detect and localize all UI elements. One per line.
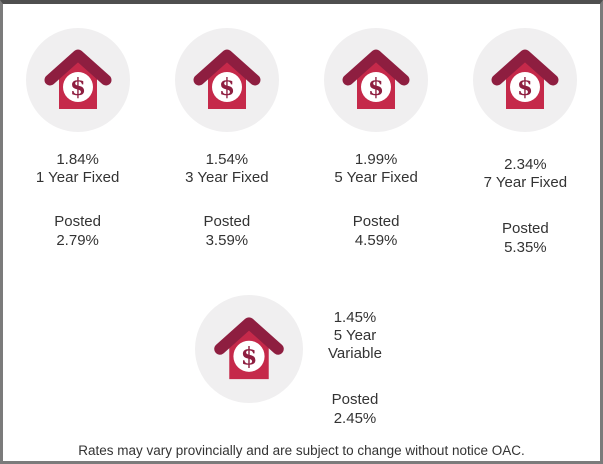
house-dollar-icon: $ bbox=[174, 28, 279, 132]
posted-rate-value: 4.59% bbox=[354, 232, 398, 249]
house-roof bbox=[491, 49, 559, 86]
house-dollar-icon: $ bbox=[473, 28, 578, 132]
dollar-sign-icon: $ bbox=[368, 74, 384, 101]
house-dollar-icon: $ bbox=[25, 28, 130, 132]
posted-block: Posted 2.45% bbox=[328, 390, 382, 428]
posted-label: Posted bbox=[331, 391, 379, 408]
rate-value: 1.99% bbox=[354, 151, 398, 168]
house-dollar-icon: $ bbox=[324, 28, 429, 132]
rate-value: 1.84% bbox=[56, 151, 99, 168]
fixed-rates-row: $ 1.84% 1 Year Fixed Posted 2.79% $ bbox=[3, 28, 600, 257]
house-roof bbox=[44, 49, 112, 86]
variable-rate-row: $ 1.45% 5 Year Variable Posted 2.45% bbox=[3, 295, 600, 428]
rate-summary: 1.99% 5 Year Fixed bbox=[334, 151, 417, 187]
rate-card-3-year-fixed: $ 1.54% 3 Year Fixed Posted 3.59% bbox=[152, 28, 301, 257]
house-dollar-icon: $ bbox=[324, 28, 429, 132]
dollar-sign-icon: $ bbox=[517, 74, 533, 101]
rate-term: 3 Year Fixed bbox=[185, 169, 269, 186]
house-dollar-icon: $ bbox=[195, 295, 304, 403]
rate-term: 7 Year Fixed bbox=[483, 174, 568, 191]
house-dollar-icon: $ bbox=[174, 28, 279, 132]
posted-block: Posted 5.35% bbox=[502, 219, 549, 257]
rate-card-5-year-fixed: $ 1.99% 5 Year Fixed Posted 4.59% bbox=[302, 28, 451, 257]
dollar-badge-circle bbox=[233, 340, 265, 372]
house-roof bbox=[214, 317, 284, 355]
dollar-sign-icon: $ bbox=[70, 74, 86, 101]
disclaimer-text: Rates may vary provincially and are subj… bbox=[78, 443, 525, 458]
house-roof bbox=[193, 49, 261, 86]
posted-rate-value: 2.45% bbox=[333, 410, 377, 427]
dollar-badge-circle bbox=[211, 72, 242, 102]
house-dollar-icon: $ bbox=[195, 295, 304, 403]
variable-rate-summary: 1.45% 5 Year Variable Posted 2.45% bbox=[328, 309, 382, 428]
rate-value: 1.54% bbox=[205, 151, 249, 168]
house-dollar-icon: $ bbox=[473, 28, 578, 132]
dollar-badge-circle bbox=[510, 72, 541, 102]
rate-term: 5 Year Fixed bbox=[334, 169, 418, 186]
rate-term-line1: 5 Year bbox=[333, 327, 377, 344]
posted-rate-value: 3.59% bbox=[205, 232, 249, 249]
rate-term-line2: Variable bbox=[328, 345, 382, 362]
rate-summary: 2.34% 7 Year Fixed bbox=[484, 156, 567, 192]
dollar-sign-icon: $ bbox=[219, 74, 235, 101]
house-dollar-icon: $ bbox=[25, 28, 130, 132]
dollar-sign-icon: $ bbox=[241, 343, 258, 371]
rate-summary: 1.84% 1 Year Fixed bbox=[36, 151, 119, 187]
dollar-badge-circle bbox=[361, 72, 392, 102]
rate-summary: 1.54% 3 Year Fixed bbox=[185, 151, 268, 187]
posted-label: Posted bbox=[54, 213, 101, 230]
posted-rate-value: 2.79% bbox=[56, 232, 99, 249]
posted-label: Posted bbox=[203, 213, 251, 230]
posted-rate-value: 5.35% bbox=[504, 239, 547, 256]
posted-label: Posted bbox=[502, 220, 549, 237]
posted-block: Posted 4.59% bbox=[353, 212, 400, 250]
rate-value: 1.45% bbox=[333, 309, 377, 326]
rate-term: 1 Year Fixed bbox=[35, 169, 120, 186]
rate-card-1-year-fixed: $ 1.84% 1 Year Fixed Posted 2.79% bbox=[3, 28, 152, 257]
posted-block: Posted 2.79% bbox=[54, 212, 101, 250]
posted-label: Posted bbox=[352, 213, 400, 230]
house-roof bbox=[342, 49, 410, 86]
rate-value: 2.34% bbox=[504, 156, 547, 173]
dollar-badge-circle bbox=[62, 72, 93, 102]
rate-card-7-year-fixed: $ 2.34% 7 Year Fixed Posted 5.35% bbox=[451, 28, 600, 257]
posted-block: Posted 3.59% bbox=[204, 212, 251, 250]
